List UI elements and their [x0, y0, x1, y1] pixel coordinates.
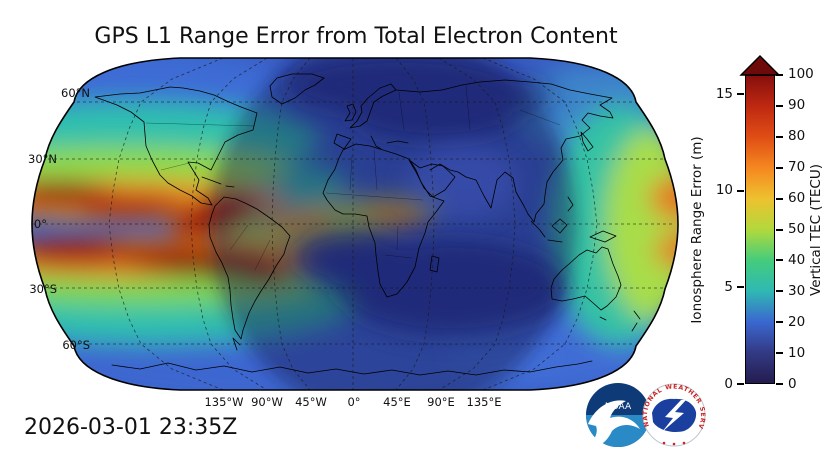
tec-tick-label: 40 — [788, 252, 806, 268]
lat-axis-labels: 60°N 30°N 0° 30°S 60°S — [28, 86, 90, 352]
colorbar-tick — [776, 290, 783, 292]
tec-tick-label: 100 — [788, 66, 814, 82]
tec-tick-label: 90 — [788, 97, 806, 113]
figure-title: GPS L1 Range Error from Total Electron C… — [94, 24, 618, 49]
tec-tick-label: 30 — [788, 283, 806, 299]
colorbar-tick — [737, 383, 744, 385]
tec-field — [32, 58, 678, 390]
tec-tick-label: 60 — [788, 190, 806, 206]
colorbar-tick — [776, 259, 783, 261]
colorbar-tick — [776, 321, 783, 323]
coastlines — [94, 73, 641, 376]
colorbar-tick — [776, 352, 783, 354]
range-error-tick-label: 10 — [715, 182, 733, 198]
colorbar-left-axis-label: Ionosphere Range Error (m) — [689, 136, 705, 324]
tec-tick-label: 70 — [788, 159, 806, 175]
timestamp: 2026-03-01 23:35Z — [24, 415, 238, 440]
colorbar-tick — [737, 93, 744, 95]
lon-label: 0° — [347, 395, 360, 409]
lon-label: 135°E — [467, 395, 502, 409]
colorbar-right-axis-label: Vertical TEC (TECU) — [808, 164, 824, 296]
lat-label: 60°N — [61, 86, 90, 100]
tec-tick-label: 80 — [788, 128, 806, 144]
colorbar-tick — [776, 198, 783, 200]
colorbar-triangle — [739, 55, 781, 76]
colorbar-tick — [776, 383, 783, 385]
colorbar-gradient — [745, 75, 775, 384]
colorbar-tick — [737, 190, 744, 192]
lat-label: 30°N — [28, 152, 57, 166]
tec-tick-label: 50 — [788, 221, 806, 237]
lat-label: 60°S — [62, 338, 90, 352]
map-outline — [31, 57, 679, 391]
lon-label: 90°W — [251, 395, 283, 409]
country-borders — [145, 85, 561, 271]
colorbar-tick — [776, 105, 783, 107]
noaa-logo-text: NOAA — [605, 402, 632, 412]
graticule — [33, 58, 673, 390]
lat-label: 0° — [34, 217, 47, 231]
colorbar-tick — [776, 136, 783, 138]
colorbar-tick — [776, 74, 783, 76]
colorbar-tick — [776, 167, 783, 169]
lat-label: 30°S — [29, 282, 57, 296]
lon-axis-labels: 135°W 90°W 45°W 0° 45°E 90°E 135°E — [204, 395, 501, 409]
tec-tick-label: 10 — [788, 345, 806, 361]
night-shadow — [209, 58, 577, 390]
colorbar-tick — [737, 286, 744, 288]
lon-label: 90°E — [427, 395, 455, 409]
colorbar-tick — [776, 229, 783, 231]
lon-label: 135°W — [204, 395, 243, 409]
lon-label: 45°E — [383, 395, 411, 409]
tec-tick-label: 0 — [788, 376, 797, 392]
lon-label: 45°W — [295, 395, 327, 409]
range-error-tick-label: 15 — [715, 86, 733, 102]
range-error-tick-label: 5 — [724, 279, 733, 295]
noaa-gull-icon — [588, 400, 640, 446]
nws-lightning-icon — [662, 400, 686, 432]
noaa-logo: NOAA — [586, 383, 650, 447]
tec-tick-label: 20 — [788, 314, 806, 330]
range-error-tick-label: 0 — [724, 376, 733, 392]
